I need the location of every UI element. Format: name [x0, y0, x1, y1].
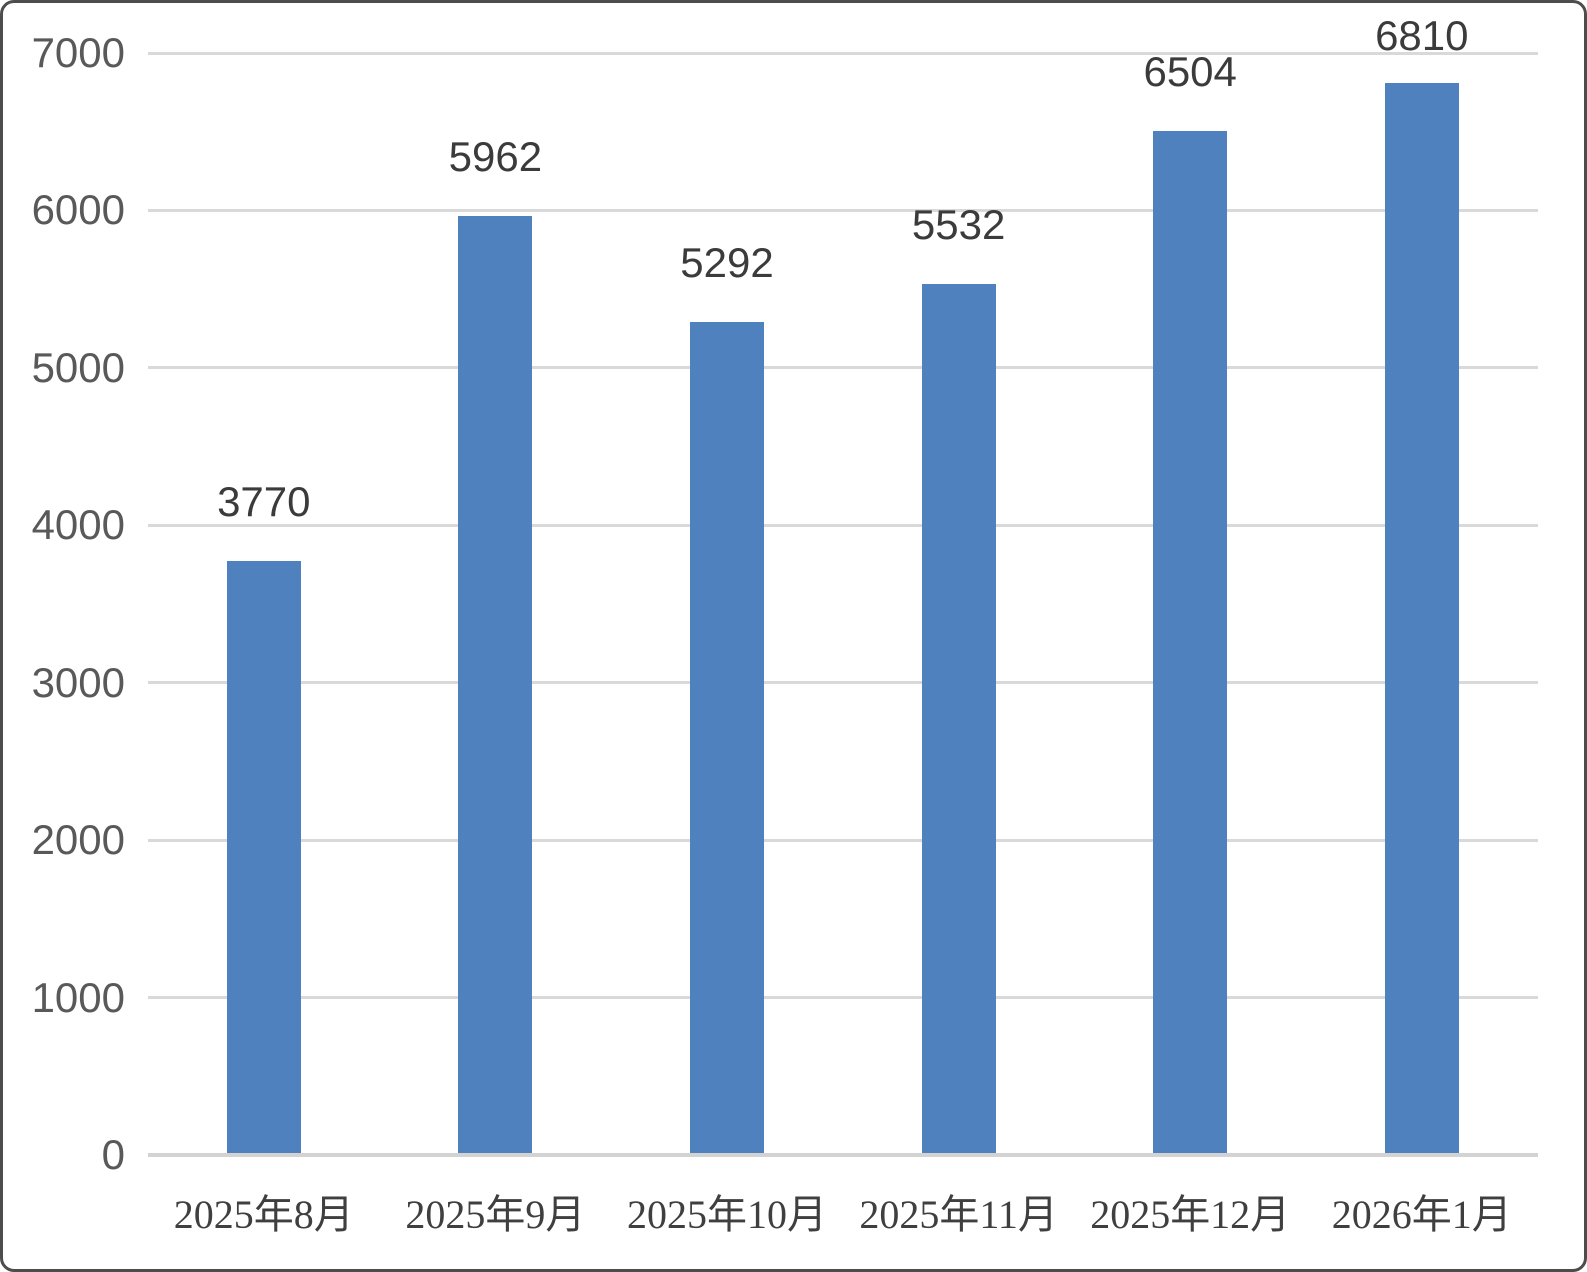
horizontal-gridline [148, 366, 1538, 370]
y-axis-tick-label: 2000 [31, 816, 125, 864]
horizontal-gridline [148, 996, 1538, 1000]
bar-2025年12月 [1153, 131, 1228, 1153]
horizontal-gridline [148, 838, 1538, 842]
x-axis-tick-label: 2025年11月 [859, 1192, 1058, 1237]
bar-2025年11月 [921, 284, 996, 1153]
bar-2025年9月 [458, 216, 533, 1153]
bar-data-label: 5532 [911, 201, 1006, 248]
y-axis-tick-label: 7000 [31, 29, 125, 76]
bar-data-label: 6504 [1143, 48, 1237, 95]
y-axis-tick-label: 6000 [31, 186, 125, 234]
y-axis-tick-label: 4000 [31, 501, 125, 549]
bar-2025年8月 [226, 561, 301, 1153]
y-axis-tick-label: 3000 [31, 658, 125, 706]
bar-data-label: 5292 [680, 239, 774, 286]
bar-2026年1月 [1384, 83, 1459, 1153]
x-axis-line [148, 1153, 1538, 1157]
bar-2025年10月 [690, 322, 764, 1153]
x-axis-tick-label: 2025年10月 [627, 1192, 827, 1237]
x-axis-tick-label: 2026年1月 [1331, 1192, 1512, 1237]
y-axis-tick-label: 5000 [31, 343, 125, 391]
bar-data-label: 3770 [217, 478, 311, 525]
x-axis-tick-label: 2025年9月 [405, 1192, 586, 1237]
horizontal-gridline [148, 51, 1538, 55]
x-axis-tick-label: 2025年12月 [1090, 1192, 1291, 1237]
horizontal-gridline [148, 523, 1538, 527]
horizontal-gridline [148, 681, 1538, 685]
y-axis-tick-label: 1000 [31, 973, 125, 1021]
bar-data-label: 6810 [1375, 12, 1469, 59]
x-axis-tick-label: 2025年8月 [173, 1192, 354, 1237]
horizontal-gridline [148, 208, 1538, 212]
y-axis-tick-label: 0 [101, 1131, 125, 1178]
bar-data-label: 5962 [448, 133, 543, 180]
